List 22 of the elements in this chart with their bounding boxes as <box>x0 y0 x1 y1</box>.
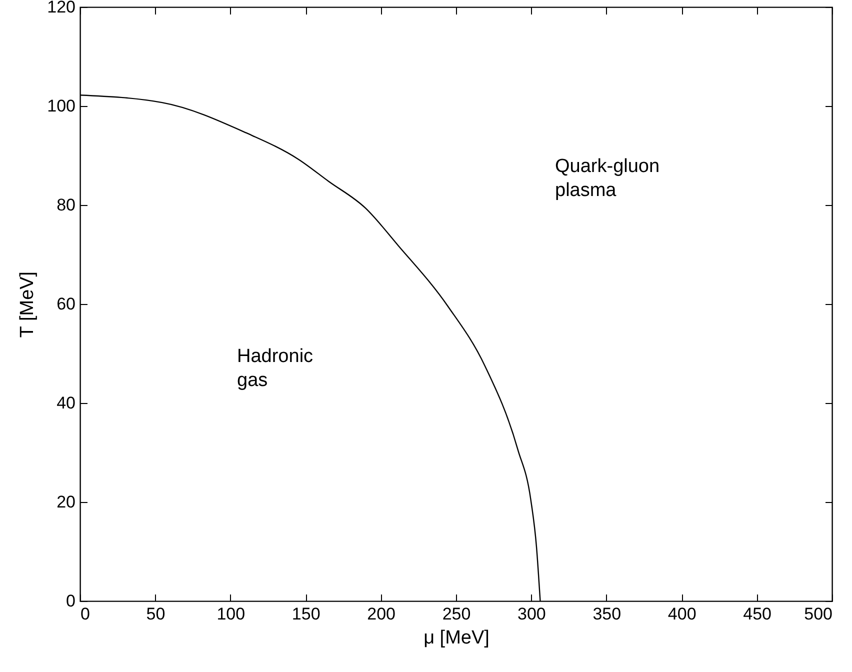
annotation: Hadronic gas <box>237 346 314 391</box>
x-tick-label: 100 <box>216 604 246 624</box>
y-tick-label: 120 <box>47 0 76 16</box>
x-tick-label: 300 <box>518 604 546 624</box>
x-tick-label: 450 <box>743 604 772 624</box>
x-axis-title: μ [MeV] <box>424 628 490 648</box>
x-tick-label: 350 <box>592 604 622 624</box>
x-tick-label: 0 <box>80 604 90 624</box>
annotation: Quark-gluon plasma <box>555 156 660 201</box>
x-tick-label: 400 <box>668 604 696 624</box>
x-tick-label: 250 <box>442 604 471 624</box>
x-tick-label: 150 <box>292 604 320 624</box>
y-tick-label: 20 <box>56 492 76 512</box>
x-tick-label: 200 <box>367 604 396 624</box>
y-tick-label: 80 <box>56 196 76 214</box>
y-tick-label: 100 <box>47 96 76 116</box>
x-tick-label: 500 <box>804 604 832 624</box>
y-tick-label: 60 <box>56 294 76 314</box>
y-tick-label: 40 <box>56 394 76 412</box>
x-tick-label: 50 <box>146 604 166 624</box>
y-axis-title: T [MeV] <box>17 271 38 338</box>
y-tick-label: 0 <box>66 592 76 610</box>
